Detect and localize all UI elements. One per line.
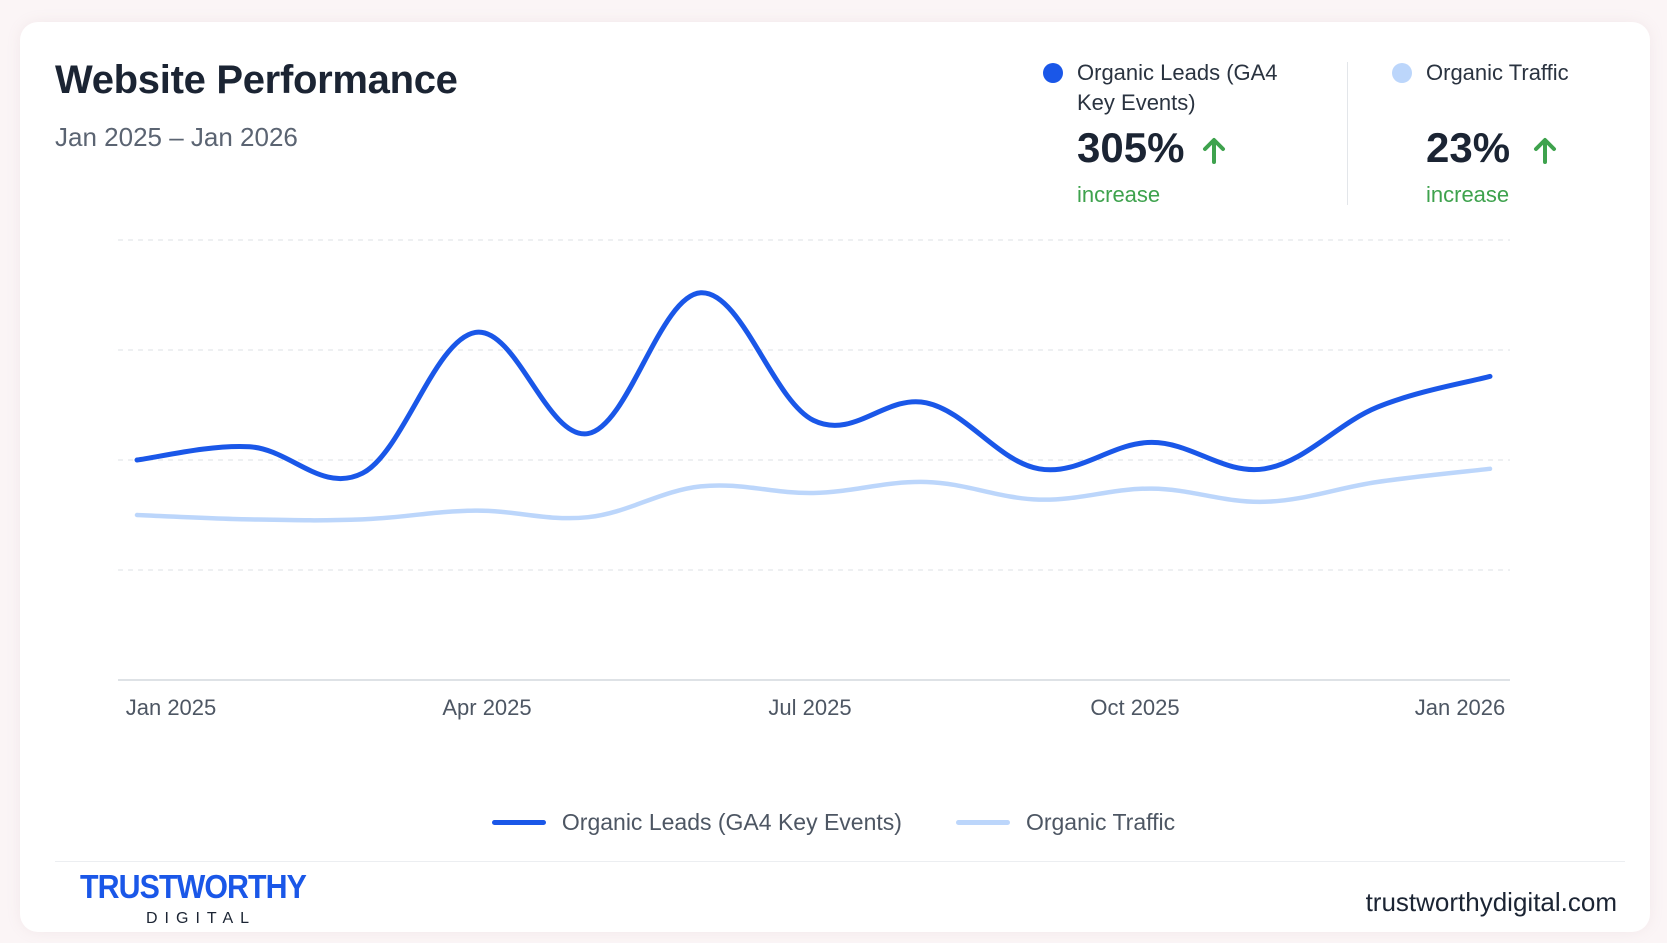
chart-title: Website Performance [55,58,458,102]
legend-label: Organic Traffic [1025,809,1176,835]
x-axis-ticks: Jan 2025 Apr 2025 Jul 2025 Oct 2025 Jan 2026 [126,695,1506,720]
legend-item-traffic[interactable]: Organic Traffic [955,809,1176,836]
legend-item-leads[interactable]: Organic Leads (GA4 Key Events) [491,809,902,836]
stat-value: 305% [1077,124,1185,171]
logo-wordmark: TRUSTWORTHY [80,868,307,905]
website-link[interactable]: trustworthydigital.com [1365,887,1617,917]
chart-series [134,290,1493,523]
legend-swatch [955,820,1010,825]
arrow-up-icon [1534,138,1556,164]
chart-card [20,22,1650,932]
series-line-organic-leads [134,290,1493,482]
footer-divider [55,861,1625,862]
date-range: Jan 2025 – Jan 2026 [55,122,298,152]
x-tick-label: Oct 2025 [1090,695,1179,720]
x-tick-label: Apr 2025 [442,695,531,720]
line-chart: Jan 2025 Apr 2025 Jul 2025 Oct 2025 Jan 2026 [118,239,1510,720]
x-tick-label: Jan 2026 [1415,695,1506,720]
x-tick-label: Jan 2025 [126,695,217,720]
chart-gridlines [118,239,1510,681]
stat-label: Organic Traffic [1426,60,1569,85]
stat-label: Organic Leads (GA4 Key Events) [1077,60,1278,115]
legend-swatch [491,820,546,825]
stats-divider [1347,62,1348,205]
logo-subtext: DIGITAL [146,910,257,927]
legend-label: Organic Leads (GA4 Key Events) [561,809,902,835]
stat-caption: increase [1077,182,1161,207]
arrow-up-icon [1203,138,1225,164]
legend-dot-traffic [1392,63,1412,83]
company-logo[interactable]: TRUSTWORTHY DIGITAL [80,868,350,928]
stat-value: 23% [1426,124,1511,171]
series-line-organic-traffic [134,466,1493,523]
legend-dot-leads [1043,63,1063,83]
x-tick-label: Jul 2025 [768,695,851,720]
stat-caption: increase [1426,182,1510,207]
chart-legend: Organic Leads (GA4 Key Events) Organic T… [0,809,1667,836]
